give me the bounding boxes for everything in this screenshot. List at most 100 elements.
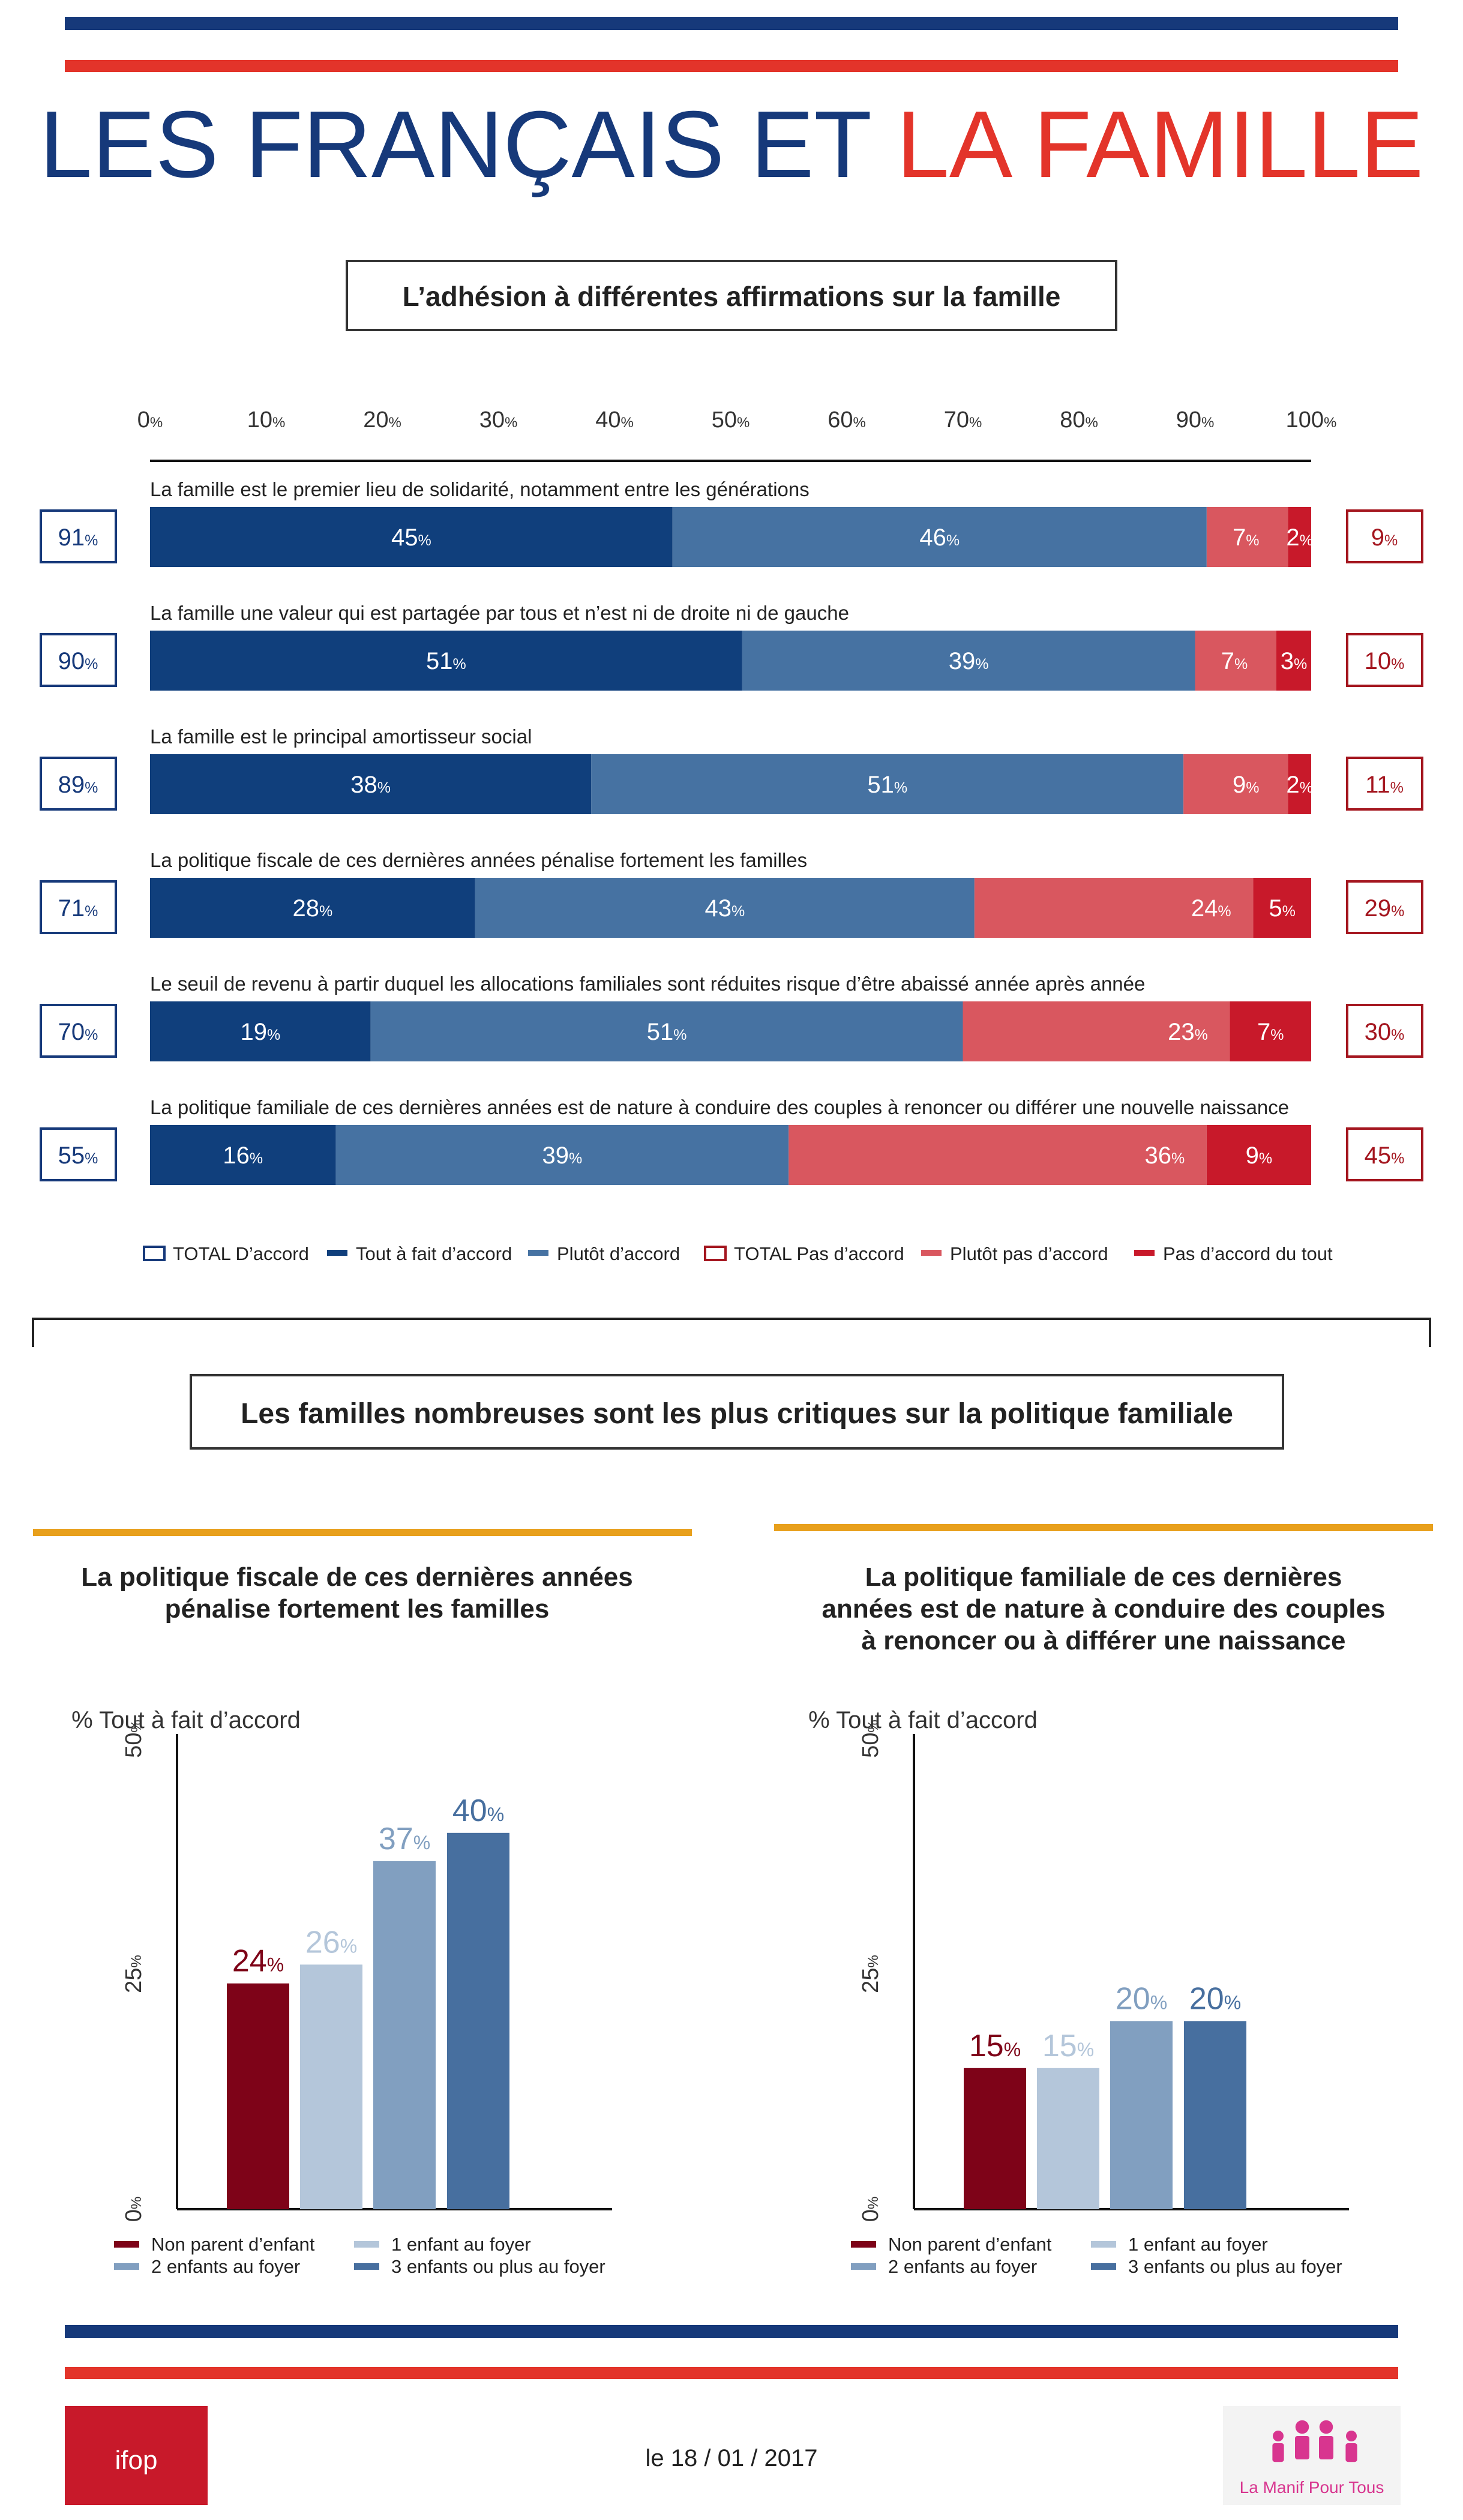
right-chart-bar-value-trois-enfants-plus: 20% (1189, 1981, 1241, 2016)
bar-value-label: 28% (293, 895, 333, 922)
bar-value-label: 9% (1246, 1142, 1272, 1169)
left-chart-legend-label-un-enfant: 1 enfant au foyer (391, 2234, 531, 2255)
bar-segment-pas-du-tout (1288, 754, 1311, 814)
bar-value-label: 3% (1281, 648, 1307, 674)
bar-value-label: 2% (1286, 772, 1312, 798)
total-pas-accord-box (1346, 1127, 1423, 1181)
footer-stripe-red (65, 2367, 1398, 2379)
total-pas-accord-value: 11% (1365, 772, 1404, 798)
legend-total-accord-swatch (143, 1246, 166, 1261)
left-chart-y-tick-label: 50% (121, 1720, 146, 1758)
bar-value-label: 23% (1168, 1019, 1208, 1045)
bar-value-label: 46% (919, 524, 960, 551)
x-tick-label: 70% (944, 407, 982, 433)
bar-segment-plutot-pas (1206, 507, 1288, 567)
total-accord-box (40, 757, 117, 811)
right-panel-title: La politique familiale de ces dernières (865, 1562, 1342, 1592)
bar-segment-plutot (591, 754, 1184, 814)
x-tick-label: 40% (595, 407, 634, 433)
bar-value-label: 7% (1257, 1019, 1284, 1045)
bar-segment-plutot-pas (1183, 754, 1288, 814)
bar-segment-pas-du-tout (1253, 878, 1311, 938)
section2-title-box (190, 1374, 1284, 1450)
publication-date: le 18 / 01 / 2017 (646, 2445, 818, 2471)
ifop-logo (65, 2406, 208, 2505)
legend-tout-a-fait-swatch (327, 1250, 347, 1256)
left-chart-bar-trois-enfants-plus (447, 1832, 509, 2209)
right-chart-legend-label-un-enfant: 1 enfant au foyer (1128, 2234, 1268, 2255)
left-chart-y-tick-label: 0% (121, 2197, 146, 2222)
left-chart-legend-swatch-un-enfant (354, 2241, 379, 2248)
total-accord-box (40, 633, 117, 687)
left-chart-bar-deux-enfants (373, 1861, 436, 2209)
left-chart-bar-value-deux-enfants: 37% (379, 1822, 430, 1856)
legend-pas-du-tout-label: Pas d’accord du tout (1163, 1243, 1333, 1264)
right-chart-bar-un-enfant (1037, 2068, 1099, 2209)
statement-label: La politique familiale de ces dernières … (150, 1096, 1289, 1118)
section1-title-box (346, 260, 1117, 331)
manif-pour-tous-logo (1223, 2406, 1401, 2505)
statement-label: La famille est le principal amortisseur … (150, 725, 532, 748)
x-tick-label: 20% (363, 407, 401, 433)
x-tick-label: 30% (479, 407, 518, 433)
right-chart-legend-swatch-deux-enfants (851, 2263, 876, 2270)
bar-segment-pas-du-tout (1206, 1125, 1311, 1185)
family-figure-body (1272, 2443, 1284, 2462)
bar-segment-tout-a-fait (150, 754, 592, 814)
right-panel-accent-bar (774, 1524, 1433, 1531)
bar-value-label: 51% (867, 772, 907, 798)
left-chart-bar-un-enfant (300, 1964, 362, 2209)
right-chart-y-tick-label: 25% (858, 1955, 883, 1993)
bar-value-label: 39% (542, 1142, 583, 1169)
statement-label: La famille est le premier lieu de solida… (150, 478, 810, 500)
statement-label: La famille une valeur qui est partagée p… (150, 602, 849, 624)
right-chart-legend-swatch-un-enfant (1091, 2241, 1116, 2248)
section1-title: L’adhésion à différentes affirmations su… (403, 281, 1061, 312)
section-divider (32, 1318, 1431, 1347)
bar-segment-tout-a-fait (150, 1001, 371, 1061)
header-stripe-navy (65, 17, 1398, 30)
bar-segment-plutot (335, 1125, 789, 1185)
bar-segment-plutot (475, 878, 975, 938)
x-tick-label: 0% (137, 407, 163, 433)
total-accord-value: 71% (58, 895, 98, 922)
total-pas-accord-value: 10% (1365, 648, 1405, 674)
total-accord-value: 89% (58, 772, 98, 798)
bar-value-label: 51% (426, 648, 466, 674)
bar-value-label: 51% (647, 1019, 687, 1045)
bar-segment-tout-a-fait (150, 507, 673, 567)
bar-segment-plutot-pas (1195, 631, 1276, 691)
bar-value-label: 5% (1269, 895, 1295, 922)
x-tick-label: 10% (247, 407, 286, 433)
left-chart-subtitle: % Tout à fait d’accord (71, 1707, 301, 1733)
legend-tout-a-fait-label: Tout à fait d’accord (356, 1243, 512, 1264)
left-chart-legend-label-non-parent: Non parent d’enfant (151, 2234, 315, 2255)
footer-stripe-navy (65, 2325, 1398, 2338)
manif-pour-tous-logo-text: La Manif Pour Tous (1240, 2478, 1384, 2497)
legend-total-pas-accord-label: TOTAL Pas d’accord (734, 1243, 904, 1264)
right-chart-bar-deux-enfants (1110, 2021, 1173, 2209)
left-chart-legend-swatch-non-parent (114, 2241, 139, 2248)
family-figure-body (1295, 2436, 1309, 2459)
family-figure-head (1273, 2431, 1284, 2441)
legend-total-accord-label: TOTAL D’accord (173, 1243, 309, 1264)
header-stripe-red (65, 60, 1398, 72)
total-accord-value: 70% (58, 1019, 98, 1045)
right-chart-bar-value-non-parent: 15% (969, 2029, 1021, 2063)
x-tick-label: 80% (1060, 407, 1098, 433)
total-pas-accord-box (1346, 880, 1423, 934)
bar-segment-plutot-pas (789, 1125, 1207, 1185)
bar-value-label: 2% (1286, 524, 1312, 551)
total-pas-accord-box (1346, 509, 1423, 563)
total-accord-box (40, 880, 117, 934)
bar-segment-tout-a-fait (150, 1125, 336, 1185)
left-chart-legend-swatch-deux-enfants (114, 2263, 139, 2270)
bar-value-label: 16% (223, 1142, 263, 1169)
legend-plutot-pas-swatch (921, 1250, 942, 1256)
right-chart-bar-trois-enfants-plus (1184, 2021, 1246, 2209)
family-figure-body (1345, 2443, 1357, 2462)
family-figure-head (1319, 2420, 1333, 2434)
total-accord-value: 91% (58, 524, 98, 551)
x-tick-label: 100% (1286, 407, 1337, 433)
family-figure-head (1346, 2431, 1357, 2441)
